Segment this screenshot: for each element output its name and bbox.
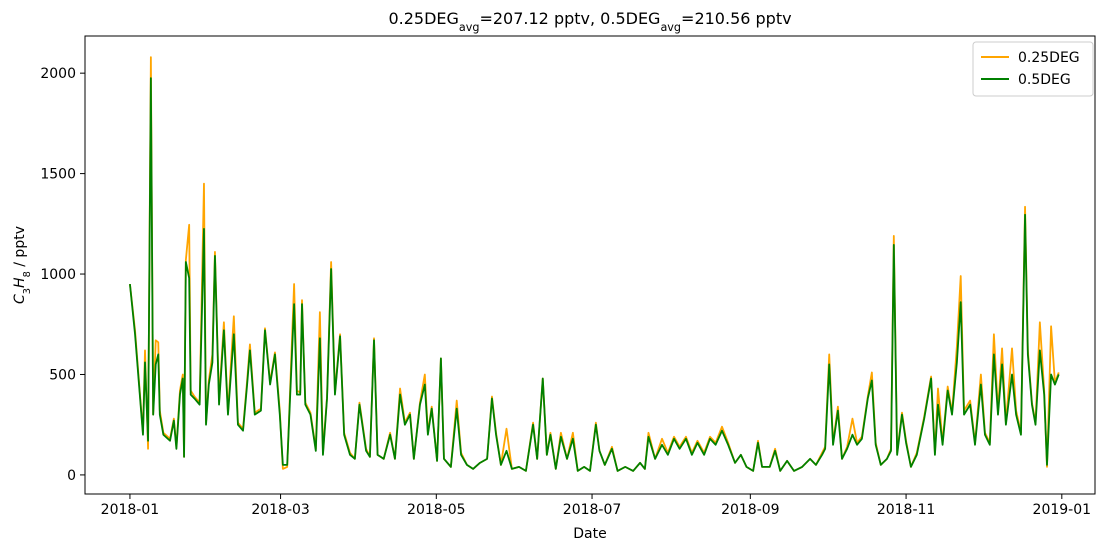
y-axis-label: C3H8 / pptv [12, 226, 33, 304]
y-tick-label: 1000 [40, 267, 76, 283]
series-line [129, 77, 1060, 472]
text-part: 8 [22, 271, 33, 277]
chart-title: 0.25DEGavg=207.12 pptv, 0.5DEGavg=210.56… [388, 9, 791, 34]
text-part: 0.25DEG [388, 9, 458, 28]
legend-box [972, 41, 1094, 97]
text-part: avg [459, 21, 480, 34]
y-tick-label: 500 [49, 367, 76, 383]
x-tick-label: 2018-05 [407, 502, 466, 518]
x-tick-label: 2018-03 [251, 502, 310, 518]
x-tick-label: 2018-09 [721, 502, 780, 518]
text-part: =210.56 pptv [681, 9, 792, 28]
x-tick-label: 2018-11 [877, 502, 936, 518]
legend-label: 0.25DEG [1018, 50, 1080, 66]
x-axis-label: Date [573, 526, 606, 542]
text-part: C [12, 294, 28, 304]
text-part: / pptv [12, 226, 28, 271]
x-tick-label: 2019-01 [1033, 502, 1092, 518]
plot-frame [84, 35, 1096, 495]
text-part: =207.12 pptv, 0.5DEG [479, 9, 660, 28]
x-tick-label: 2018-01 [101, 502, 160, 518]
text-part: H [12, 277, 28, 288]
text-part: avg [660, 21, 681, 34]
y-tick-label: 0 [67, 468, 76, 484]
legend-label: 0.5DEG [1018, 72, 1071, 88]
x-tick-label: 2018-07 [563, 502, 622, 518]
text-part: 3 [22, 288, 33, 294]
y-tick-label: 2000 [40, 66, 76, 82]
y-tick-label: 1500 [40, 167, 76, 183]
